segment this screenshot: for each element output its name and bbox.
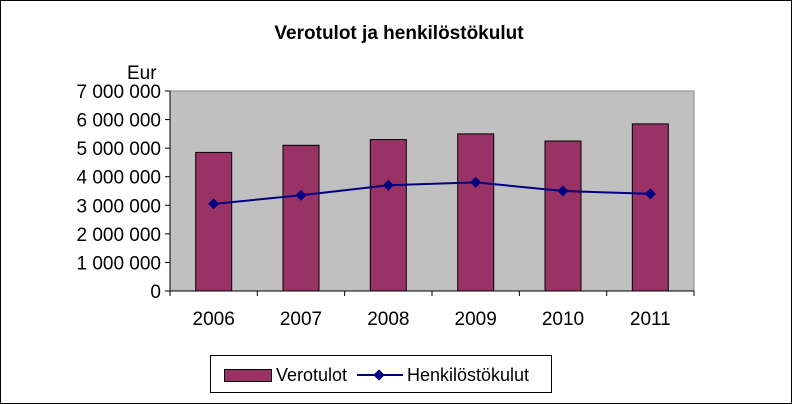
chart-title: Verotulot ja henkilöstökulut [274,23,524,44]
marker-henkilostokulut-2006 [208,198,220,210]
legend-label-henkilostokulut: Henkilöstökulut [407,364,530,385]
marker-henkilostokulut-2008 [382,179,394,191]
bar-verotulot-2007 [282,144,320,292]
x-tick-label: 2009 [455,309,497,330]
legend-bar-swatch [224,368,272,382]
marker-henkilostokulut-2010 [557,185,569,197]
x-tick-label: 2010 [542,309,584,330]
y-tick-label: 2 000 000 [76,225,161,246]
x-tick-label: 2011 [630,309,671,330]
combo-chart: Verotulot ja henkilöstökulut Eur 0 1 000 … [76,23,695,330]
y-tick-labels: 0 1 000 000 2 000 000 3 000 000 4 000 000 5 0… [76,82,161,303]
y-tick-label: 0 [150,282,161,303]
y-tick-label: 5 000 000 [76,139,161,160]
axes-group [165,90,695,296]
bar-verotulot-2008 [369,139,407,292]
bar-verotulot-2011 [631,123,669,292]
legend: Verotulot Henkilöstökulut [210,355,552,393]
bar-verotulot-2010 [544,140,582,292]
line-henkilostokulut [213,181,651,205]
bar-verotulot-2009 [457,133,495,292]
legend-item-verotulot: Verotulot [224,365,347,385]
y-tick-label: 6 000 000 [76,111,161,132]
marker-henkilostokulut-2011 [644,188,656,200]
legend-item-henkilostokulut: Henkilöstökulut [357,365,529,385]
x-tick-labels: 2006 2007 2008 2009 2010 2011 [193,309,671,330]
y-tick-label: 3 000 000 [76,196,161,217]
legend-label-verotulot: Verotulot [276,364,348,385]
x-tick-label: 2006 [193,309,235,330]
plot-area [169,90,695,292]
y-tick-label: 4 000 000 [76,168,161,189]
y-tick-label: 1 000 000 [76,253,161,274]
marker-henkilostokulut-2009 [470,176,482,188]
x-tick-label: 2008 [367,309,409,330]
x-tick-label: 2007 [280,309,322,330]
line-series-group [208,176,656,210]
bar-verotulot-2006 [195,151,233,292]
legend-line-swatch [357,369,403,381]
bar-series-group [195,123,669,292]
y-axis-unit-label: Eur [127,63,157,84]
y-tick-label: 7 000 000 [76,82,161,103]
marker-henkilostokulut-2007 [295,189,307,201]
